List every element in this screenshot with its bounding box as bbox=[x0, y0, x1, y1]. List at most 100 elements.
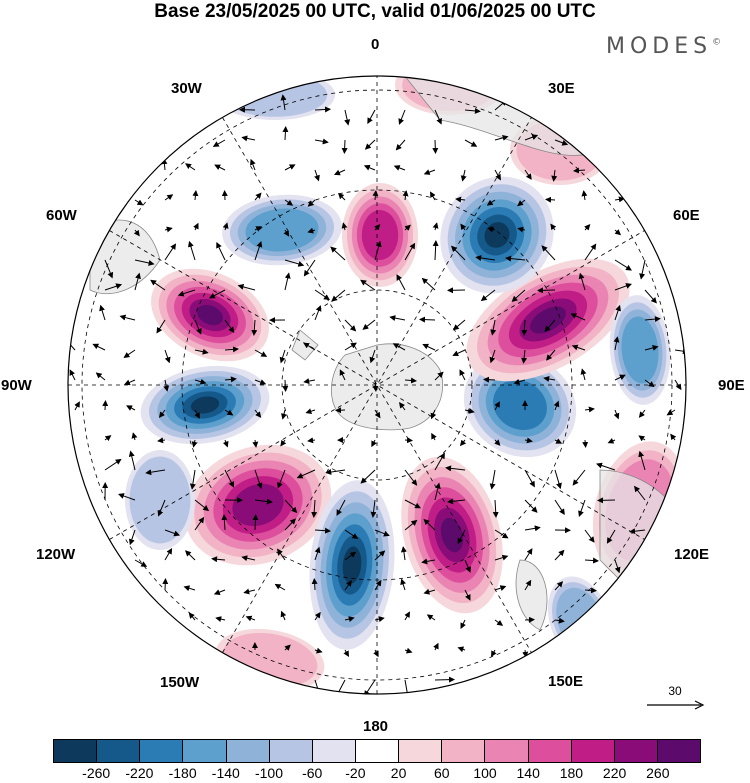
wind-arrow bbox=[194, 378, 207, 385]
wind-arrow bbox=[102, 400, 109, 411]
wind-arrow bbox=[614, 283, 632, 291]
wind-arrow bbox=[374, 240, 382, 261]
wind-arrow bbox=[452, 319, 466, 331]
wind-arrow bbox=[177, 289, 196, 297]
colorbar-tick-label: -60 bbox=[302, 765, 323, 781]
wind-arrow bbox=[431, 432, 437, 441]
anomaly-contour bbox=[621, 316, 659, 384]
wind-arrow bbox=[491, 649, 497, 657]
wind-arrow bbox=[404, 647, 413, 654]
colorbar-tick-label: -220 bbox=[125, 765, 154, 781]
wind-arrow bbox=[464, 107, 481, 114]
wind-arrow bbox=[546, 349, 556, 361]
wind-arrow bbox=[303, 378, 316, 385]
wind-arrow bbox=[373, 649, 379, 658]
wind-arrow bbox=[164, 547, 173, 561]
wind-arrow bbox=[123, 349, 136, 358]
wind-arrow bbox=[399, 401, 406, 411]
wind-arrow bbox=[224, 346, 239, 353]
wind-arrow bbox=[156, 319, 166, 334]
wind-arrow bbox=[606, 529, 616, 544]
wind-arrow bbox=[494, 135, 509, 141]
wind-arrow bbox=[282, 126, 289, 141]
wind-arrow bbox=[459, 369, 466, 381]
wind-arrow bbox=[344, 529, 359, 539]
wind-arrow bbox=[487, 226, 496, 233]
wind-arrow bbox=[404, 224, 411, 231]
wind-arrow bbox=[460, 169, 467, 182]
wind-arrow bbox=[303, 259, 316, 277]
wind-arrow bbox=[421, 558, 436, 565]
wind-arrow bbox=[578, 272, 586, 291]
wind-arrow bbox=[670, 433, 677, 441]
colorbar-swatch bbox=[53, 739, 97, 763]
wind-arrow bbox=[374, 616, 385, 623]
wind-arrow bbox=[434, 482, 441, 501]
wind-arrow bbox=[279, 349, 286, 364]
lon-label-0: 0 bbox=[371, 36, 380, 53]
wind-arrow bbox=[489, 349, 496, 364]
lon-label-90e: 90E bbox=[718, 377, 745, 394]
wind-arrow bbox=[584, 529, 595, 543]
wind-arrow bbox=[126, 405, 136, 411]
colorbar-tick-label: 260 bbox=[646, 765, 670, 781]
wind-arrow bbox=[374, 409, 381, 419]
wind-arrow bbox=[183, 585, 196, 592]
wind-arrow bbox=[344, 616, 355, 622]
colorbar-swatch bbox=[570, 739, 614, 763]
wind-arrow bbox=[639, 259, 646, 280]
wind-arrow bbox=[597, 497, 616, 504]
wind-arrow bbox=[550, 223, 557, 231]
wind-arrow bbox=[314, 106, 331, 113]
wind-arrow bbox=[213, 589, 226, 595]
anomaly-contour bbox=[540, 314, 556, 326]
wind-arrow bbox=[554, 581, 564, 591]
wind-arrow bbox=[521, 319, 528, 336]
lon-label-60e: 60E bbox=[673, 207, 700, 224]
wind-arrow bbox=[134, 199, 144, 206]
wind-arrow bbox=[209, 289, 226, 299]
wind-arrow bbox=[572, 469, 586, 486]
wind-arrow bbox=[554, 549, 565, 561]
wind-arrow bbox=[74, 401, 80, 411]
wind-arrow bbox=[360, 469, 376, 484]
wind-arrow bbox=[433, 642, 439, 651]
wind-arrow bbox=[337, 192, 346, 201]
wind-arrow bbox=[224, 469, 235, 488]
wind-arrow bbox=[331, 289, 346, 302]
lon-label-150e: 150E bbox=[548, 673, 584, 690]
wind-arrow bbox=[400, 546, 407, 561]
wind-arrow bbox=[284, 199, 294, 206]
wind-arrow bbox=[159, 409, 166, 419]
wind-arrow bbox=[464, 407, 475, 414]
wind-arrow bbox=[455, 196, 466, 203]
wind-arrow bbox=[447, 498, 466, 505]
wind-arrow bbox=[164, 194, 174, 201]
wind-arrow bbox=[274, 583, 286, 591]
wind-arrow bbox=[396, 274, 406, 291]
wind-arrow bbox=[284, 164, 296, 171]
anomaly-contour bbox=[197, 304, 223, 326]
colorbar-swatch bbox=[441, 739, 485, 763]
wind-arrow bbox=[404, 377, 417, 384]
reference-arrow-icon bbox=[647, 700, 705, 710]
wind-arrow bbox=[119, 314, 136, 321]
wind-arrow bbox=[344, 342, 357, 351]
wind-arrow bbox=[314, 305, 322, 321]
wind-arrow bbox=[362, 319, 376, 330]
wind-arrow bbox=[314, 611, 321, 621]
wind-arrow bbox=[395, 139, 406, 151]
wind-arrow bbox=[596, 462, 616, 471]
wind-arrow bbox=[214, 164, 226, 171]
wind-arrow bbox=[224, 376, 237, 383]
wind-arrow bbox=[104, 458, 122, 471]
wind-arrow bbox=[666, 409, 676, 416]
wind-arrow bbox=[451, 245, 466, 261]
wind-arrow bbox=[372, 190, 379, 201]
wind-arrow bbox=[464, 139, 478, 147]
wind-arrow bbox=[389, 315, 406, 322]
wind-arrow bbox=[325, 469, 346, 475]
wind-arrow bbox=[404, 242, 416, 261]
wind-arrow bbox=[222, 439, 229, 448]
lon-label-120e: 120E bbox=[674, 546, 710, 563]
